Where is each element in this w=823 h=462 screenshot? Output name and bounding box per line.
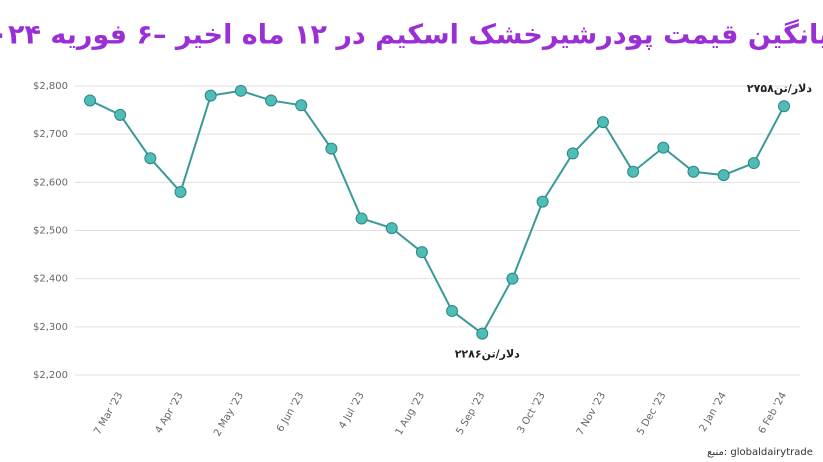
- x-tick-label: 7 Nov '23: [575, 391, 608, 438]
- y-tick-label: $2,500: [33, 226, 68, 237]
- data-line: [89, 89, 785, 336]
- data-point: [174, 185, 187, 198]
- x-tick-label: 6 Jun '23: [275, 391, 306, 434]
- data-point: [114, 108, 127, 121]
- data-point: [84, 94, 96, 107]
- x-tick-label: 3 Oct '23: [516, 391, 548, 436]
- data-point: [415, 246, 428, 259]
- x-tick-label: 5 Sep '23: [454, 391, 487, 437]
- data-point: [687, 165, 700, 178]
- data-point: [717, 169, 730, 182]
- data-point: [325, 142, 338, 155]
- y-tick-label: $2,200: [33, 370, 68, 381]
- x-tick-label: 4 Jul '23: [337, 391, 367, 431]
- data-point: [627, 165, 640, 178]
- data-point: [536, 195, 549, 208]
- data-point: [385, 222, 398, 235]
- x-tick-label: 2 Jan '24: [698, 391, 729, 434]
- data-point: [566, 147, 579, 160]
- y-tick-label: $2,300: [33, 322, 68, 333]
- data-point: [355, 212, 368, 225]
- data-point: [204, 89, 217, 102]
- data-point: [747, 157, 760, 170]
- y-tick-label: $2,400: [33, 274, 68, 285]
- source-note: منبع: globaldairytrade: [707, 447, 813, 458]
- data-point: [476, 327, 489, 340]
- x-tick-label: 4 Apr '23: [153, 391, 185, 436]
- data-point: [446, 304, 459, 317]
- x-tick-label: 2 May '23: [212, 391, 246, 439]
- data-point: [596, 116, 609, 129]
- y-tick-label: $2,800: [33, 81, 68, 92]
- value-label: ۲۷۵۸دلار/تن: [747, 82, 812, 95]
- chart-title: میانگین قیمت پودرشیرخشک اسکیم در ۱۲ ماه …: [0, 19, 823, 51]
- data-point: [144, 152, 157, 165]
- x-tick-label: 1 Aug '23: [394, 391, 427, 438]
- x-tick-label: 7 Mar '23: [92, 391, 125, 437]
- value-label: ۲۲۸۶دلار/تن: [455, 348, 520, 361]
- data-point: [778, 100, 790, 113]
- y-tick-label: $2,700: [33, 129, 68, 140]
- data-point: [506, 272, 519, 285]
- data-point: [265, 94, 278, 107]
- y-tick-label: $2,600: [33, 177, 68, 188]
- data-point: [234, 84, 247, 97]
- x-tick-label: 5 Dec '23: [635, 391, 668, 438]
- data-point: [295, 99, 308, 112]
- x-tick-label: 6 Feb '24: [757, 391, 789, 436]
- data-point: [657, 141, 670, 154]
